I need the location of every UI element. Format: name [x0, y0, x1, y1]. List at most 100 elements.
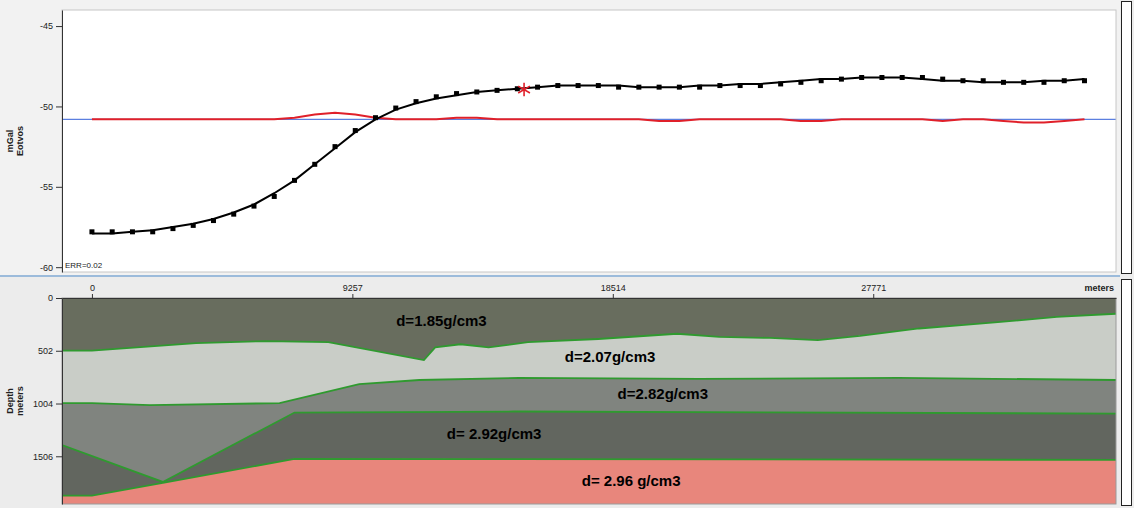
data-point — [677, 85, 682, 90]
tick-label: 18514 — [601, 283, 626, 293]
data-point — [414, 99, 419, 104]
tick-mark — [56, 298, 62, 299]
tick-mark — [56, 351, 62, 352]
tick-mark — [56, 26, 62, 27]
data-point — [900, 75, 905, 80]
tick: 0 — [90, 283, 95, 298]
axis-line — [62, 11, 63, 273]
data-point — [960, 78, 965, 83]
scrollbar — [1122, 280, 1132, 506]
data-point — [657, 85, 662, 90]
axis-line — [63, 298, 1117, 299]
data-point — [495, 88, 500, 93]
y-axis: -60 -55 -50 -45 — [40, 11, 63, 273]
tick-mark — [56, 106, 62, 107]
data-point — [434, 94, 439, 99]
tick-mark — [56, 456, 62, 457]
axis-title: Depth — [5, 388, 15, 414]
axis-title: meters — [1084, 283, 1114, 293]
series-line — [92, 78, 1085, 234]
tick-mark — [873, 294, 874, 298]
tick: 1004 — [33, 399, 62, 409]
tick-label: -60 — [40, 263, 53, 273]
data-point — [211, 218, 216, 223]
data-point — [251, 204, 256, 209]
tick: 1506 — [33, 452, 62, 462]
plot-frame — [62, 10, 1116, 272]
selected-point — [518, 83, 530, 97]
tick-label: 9257 — [343, 283, 363, 293]
tick: -45 — [40, 21, 62, 31]
data-point — [191, 223, 196, 228]
data-point — [1082, 78, 1087, 83]
x-axis: 0 9257 18514 27771 — [63, 283, 1117, 299]
data-point — [333, 144, 338, 149]
plot-area — [62, 75, 1116, 234]
annotation: ERR=0.02 — [65, 261, 103, 270]
data-point — [130, 229, 135, 234]
tick: 502 — [38, 346, 62, 356]
data-point — [292, 178, 297, 183]
data-point — [717, 83, 722, 88]
data-point — [555, 83, 560, 88]
data-point — [89, 229, 94, 234]
data-point — [353, 128, 358, 133]
data-point — [879, 75, 884, 80]
panel-background — [0, 0, 1120, 275]
tick-label: -55 — [40, 182, 53, 192]
data-point — [170, 226, 175, 231]
layer — [62, 459, 1116, 504]
tick: 18514 — [601, 283, 626, 298]
data-point — [697, 85, 702, 90]
axis-title: mGal — [5, 130, 15, 153]
data-point — [576, 83, 581, 88]
tick-label: 0 — [90, 283, 95, 293]
data-point — [981, 78, 986, 83]
tick-mark — [56, 187, 62, 188]
tick-mark — [613, 294, 614, 298]
tick: -60 — [40, 263, 62, 273]
data-point — [535, 85, 540, 90]
data-point — [393, 106, 398, 111]
tick-label: 27771 — [861, 283, 886, 293]
data-point — [758, 83, 763, 88]
data-point — [312, 162, 317, 167]
data-point — [940, 77, 945, 82]
tick-mark — [56, 404, 62, 405]
tick-label: -45 — [40, 21, 53, 31]
tick: 9257 — [343, 283, 363, 298]
data-point — [272, 194, 277, 199]
layer-boundary — [62, 378, 1116, 405]
data-point — [1001, 80, 1006, 85]
tick: 27771 — [861, 283, 886, 298]
layer-label: d=2.82g/cm3 — [618, 385, 708, 402]
data-point — [454, 91, 459, 96]
data-point — [1041, 80, 1046, 85]
data-point — [616, 85, 621, 90]
data-point — [596, 83, 601, 88]
axis-title: meters — [15, 386, 25, 416]
tick-label: 0 — [48, 293, 53, 303]
tick: -50 — [40, 102, 62, 112]
layer-boundary — [62, 459, 1116, 496]
data-point — [839, 77, 844, 82]
scrollbar — [1122, 2, 1132, 274]
layer-label: d= 2.92g/cm3 — [447, 425, 542, 442]
data-point — [636, 85, 641, 90]
data-point — [150, 229, 155, 234]
tick: -55 — [40, 182, 62, 192]
data-point — [373, 115, 378, 120]
y-axis: 0 502 1004 1506 — [33, 293, 63, 504]
series-line — [92, 113, 1085, 123]
tick-label: 502 — [38, 346, 53, 356]
plot-area — [62, 298, 1116, 504]
tick-label: -50 — [40, 102, 53, 112]
axis-title: Eotvos — [15, 126, 25, 156]
data-point — [231, 212, 236, 217]
data-point — [819, 78, 824, 83]
plot-frame — [62, 298, 1116, 504]
layer-label: d=2.07g/cm3 — [565, 348, 655, 365]
data-point — [738, 83, 743, 88]
data-point — [1021, 80, 1026, 85]
data-point — [859, 75, 864, 80]
